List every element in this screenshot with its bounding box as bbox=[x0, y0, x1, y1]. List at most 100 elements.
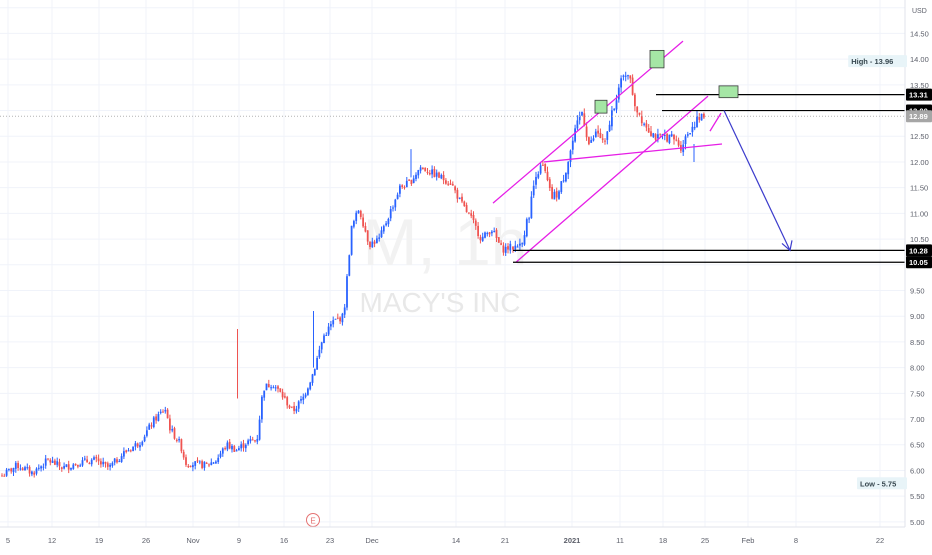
candle-up bbox=[565, 172, 567, 182]
price-axis[interactable]: 14.5014.0013.5013.0012.5012.0011.5011.00… bbox=[848, 0, 932, 550]
candle-up bbox=[318, 349, 321, 358]
level-label-13-31: 13.31 bbox=[909, 91, 928, 100]
candle-down bbox=[449, 183, 452, 185]
price-tick-label: 8.00 bbox=[910, 364, 925, 373]
candle-down bbox=[208, 464, 210, 466]
candle-down bbox=[456, 189, 459, 199]
candle-down bbox=[463, 201, 466, 206]
candle-up bbox=[323, 335, 325, 343]
candle-up bbox=[392, 207, 394, 209]
candle-down bbox=[166, 409, 169, 419]
time-axis[interactable]: 5 12 19 26 Nov 9 16 23 Dec 14 21 2021 11 18 25 Feb 8 22 bbox=[0, 526, 905, 550]
watermark-company: MACY'S INC bbox=[360, 287, 521, 318]
candle-up bbox=[571, 140, 574, 150]
candle-down bbox=[267, 384, 270, 388]
candle-up bbox=[40, 466, 42, 469]
candle-down bbox=[290, 406, 293, 408]
candle-down bbox=[474, 220, 477, 226]
candle-up bbox=[210, 462, 213, 466]
candle-up bbox=[249, 439, 252, 442]
candle-up bbox=[569, 150, 572, 162]
candle-down bbox=[403, 187, 406, 189]
candle-up bbox=[622, 75, 625, 77]
candle-up bbox=[118, 461, 121, 463]
candle-down bbox=[597, 130, 599, 134]
candle-up bbox=[219, 453, 222, 457]
candle-up bbox=[316, 357, 318, 370]
candle-down bbox=[228, 441, 231, 449]
candle-up bbox=[491, 231, 493, 234]
candle-up bbox=[435, 172, 438, 177]
candle-up bbox=[668, 134, 671, 143]
candle-down bbox=[74, 463, 77, 466]
candle-up bbox=[134, 443, 137, 447]
candle-down bbox=[86, 459, 88, 463]
candle-down bbox=[472, 215, 475, 220]
candle-down bbox=[410, 179, 413, 184]
candle-down bbox=[196, 460, 199, 462]
candle-up bbox=[334, 318, 337, 320]
candle-down bbox=[150, 425, 153, 427]
candle-down bbox=[544, 163, 547, 172]
candle-up bbox=[686, 134, 689, 136]
candle-down bbox=[477, 225, 479, 237]
candle-up bbox=[350, 225, 353, 255]
candle-down bbox=[426, 171, 429, 173]
candle-down bbox=[54, 460, 56, 465]
candle-down bbox=[497, 237, 500, 243]
time-tick-label: Dec bbox=[365, 536, 379, 545]
highlight-box bbox=[594, 99, 608, 114]
candle-up bbox=[26, 467, 29, 469]
candle-down bbox=[169, 418, 171, 431]
level-label-10-28-bg bbox=[906, 244, 932, 257]
candle-up bbox=[295, 408, 298, 412]
candle-up bbox=[238, 448, 240, 451]
candle-up bbox=[221, 448, 224, 454]
candle-up bbox=[537, 174, 540, 178]
candle-up bbox=[617, 87, 620, 100]
candle-up bbox=[113, 458, 116, 463]
candle-up bbox=[578, 115, 581, 121]
candle-up bbox=[385, 223, 387, 226]
candle-down bbox=[677, 140, 680, 146]
candle-up bbox=[192, 465, 194, 468]
candle-up bbox=[159, 411, 162, 413]
candle-down bbox=[451, 183, 454, 186]
candle-down bbox=[465, 205, 468, 213]
candle-up bbox=[90, 459, 93, 465]
candle-up bbox=[419, 167, 422, 171]
candle-down bbox=[60, 467, 63, 469]
candle-up bbox=[431, 169, 433, 175]
time-tick-label: Nov bbox=[186, 536, 200, 545]
candle-down bbox=[424, 167, 427, 172]
candle-up bbox=[516, 246, 519, 248]
candle-up bbox=[594, 131, 597, 138]
candle-up bbox=[235, 450, 238, 452]
candle-down bbox=[673, 134, 675, 140]
candle-up bbox=[143, 436, 146, 442]
candle-up bbox=[608, 124, 611, 132]
candle-down bbox=[698, 116, 701, 120]
candle-down bbox=[233, 446, 236, 452]
candle-down bbox=[286, 397, 289, 406]
time-tick-label: 14 bbox=[452, 536, 460, 545]
candle-up bbox=[51, 460, 54, 463]
candle-up bbox=[670, 134, 673, 137]
candle-up bbox=[394, 199, 397, 208]
candle-up bbox=[458, 197, 461, 199]
candle-down bbox=[366, 230, 369, 242]
candle-down bbox=[17, 463, 19, 469]
candle-up bbox=[164, 409, 167, 412]
candle-up bbox=[81, 460, 84, 466]
candle-down bbox=[205, 462, 208, 464]
candle-up bbox=[378, 237, 381, 239]
candle-up bbox=[244, 444, 247, 449]
candle-up bbox=[320, 342, 323, 350]
candles bbox=[1, 71, 705, 478]
candle-up bbox=[325, 335, 328, 337]
neckline bbox=[543, 143, 723, 163]
price-tick-label: 5.50 bbox=[910, 492, 925, 501]
candle-up bbox=[380, 230, 383, 238]
